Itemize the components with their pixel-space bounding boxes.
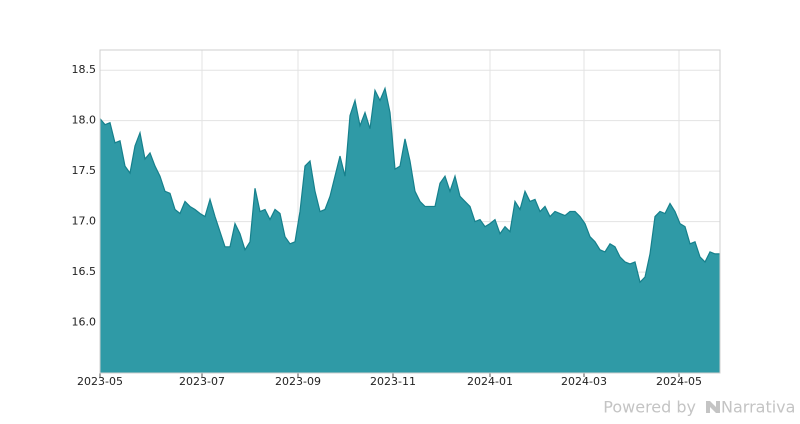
- brand-logo: [706, 401, 720, 413]
- y-tick-label: 17.5: [72, 164, 97, 177]
- y-tick-label: 18.5: [72, 63, 97, 76]
- x-tick-label: 2024-05: [656, 375, 702, 388]
- area: [100, 88, 720, 373]
- plot-border: [99, 49, 721, 374]
- x-tick-label: 2023-05: [77, 375, 123, 388]
- x-tick-label: 2023-07: [179, 375, 225, 388]
- y-tick-label: 16.5: [72, 265, 97, 278]
- footer-prefix: Powered by: [603, 398, 696, 417]
- y-tick-label: 16.0: [72, 316, 97, 329]
- y-tick-label: 17.0: [72, 215, 97, 228]
- x-tick-label: 2023-09: [275, 375, 321, 388]
- footer-brand: Narrativa: [721, 398, 795, 417]
- y-tick-label: 18.0: [72, 114, 97, 127]
- x-tick-label: 2024-01: [467, 375, 513, 388]
- x-tick-label: 2024-03: [561, 375, 607, 388]
- line: [99, 86, 720, 284]
- x-tick-label: 2023-11: [370, 375, 416, 388]
